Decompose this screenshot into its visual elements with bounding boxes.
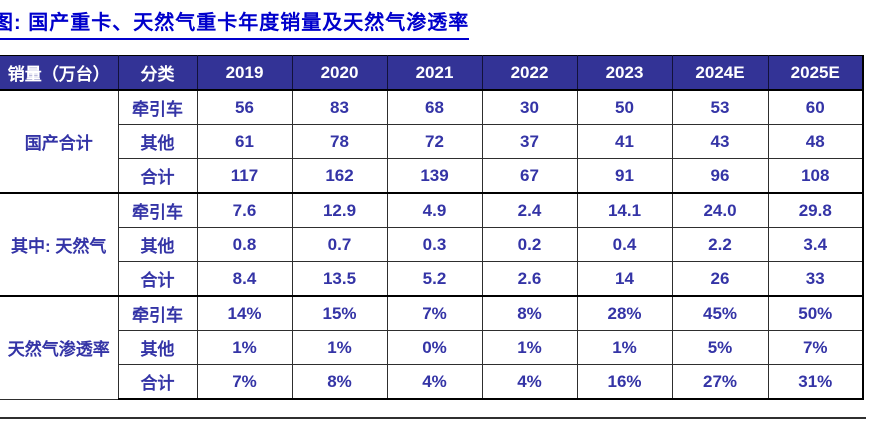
value-cell: 0% — [386, 330, 483, 365]
value-cell: 31% — [767, 364, 864, 400]
table-row: 其他 61 78 72 37 41 43 48 — [0, 124, 864, 159]
value-cell: 72 — [386, 124, 483, 159]
table-row: 其中: 天然气 牵引车 7.6 12.9 4.9 2.4 14.1 24.0 2… — [0, 192, 864, 297]
value-cell: 68 — [386, 89, 483, 125]
table-row: 合计 117 162 139 67 91 96 108 — [0, 158, 864, 194]
value-cell: 4% — [386, 364, 483, 400]
value-cell: 0.2 — [481, 227, 578, 262]
value-cell: 1% — [291, 330, 388, 365]
value-cell: 8.4 — [196, 261, 293, 297]
category-cell: 牵引车 — [117, 295, 198, 331]
table-row: 天然气渗透率 牵引车 14% 15% 7% 8% 28% 45% 50% — [0, 295, 864, 400]
value-cell: 50 — [576, 89, 673, 125]
col-header-2024e: 2024E — [671, 55, 769, 91]
value-cell: 162 — [291, 158, 388, 194]
value-cell: 78 — [291, 124, 388, 159]
category-cell: 其他 — [118, 227, 198, 262]
value-cell: 26 — [671, 261, 769, 297]
category-cell: 其他 — [118, 124, 198, 159]
value-cell: 0.3 — [386, 227, 483, 262]
value-cell: 28% — [576, 295, 673, 331]
value-cell: 7% — [386, 295, 483, 331]
value-cell: 14.1 — [576, 192, 673, 228]
col-header-2021: 2021 — [386, 55, 483, 91]
value-cell: 33 — [767, 261, 864, 297]
value-cell: 43 — [671, 124, 769, 159]
value-cell: 8% — [291, 364, 388, 400]
value-cell: 4% — [481, 364, 578, 400]
bottom-divider — [0, 417, 866, 419]
value-cell: 3.4 — [767, 227, 864, 262]
value-cell: 0.7 — [291, 227, 388, 262]
col-header-2019: 2019 — [196, 55, 293, 91]
category-cell: 牵引车 — [117, 192, 198, 228]
value-cell: 60 — [767, 89, 864, 125]
table-header-row: 销量（万台） 分类 2019 2020 2021 2022 2023 2024E… — [0, 55, 864, 91]
value-cell: 27% — [671, 364, 769, 400]
row-group-label-penetration: 天然气渗透率 — [0, 295, 119, 400]
value-cell: 7.6 — [196, 192, 293, 228]
value-cell: 67 — [481, 158, 578, 194]
value-cell: 37 — [481, 124, 578, 159]
value-cell: 14 — [576, 261, 673, 297]
value-cell: 1% — [481, 330, 578, 365]
value-cell: 7% — [767, 330, 864, 365]
value-cell: 5.2 — [386, 261, 483, 297]
value-cell: 14% — [196, 295, 293, 331]
value-cell: 30 — [481, 89, 578, 125]
value-cell: 108 — [767, 158, 864, 194]
col-header-2023: 2023 — [576, 55, 673, 91]
value-cell: 0.8 — [196, 227, 293, 262]
value-cell: 16% — [576, 364, 673, 400]
table-row: 合计 8.4 13.5 5.2 2.6 14 26 33 — [0, 261, 864, 297]
value-cell: 83 — [291, 89, 388, 125]
category-cell: 合计 — [118, 364, 198, 400]
value-cell: 2.6 — [481, 261, 578, 297]
value-cell: 1% — [576, 330, 673, 365]
value-cell: 7% — [196, 364, 293, 400]
value-cell: 91 — [576, 158, 673, 194]
value-cell: 139 — [386, 158, 483, 194]
table-row: 国产合计 牵引车 56 83 68 30 50 53 60 — [0, 89, 864, 194]
category-cell: 其他 — [118, 330, 198, 365]
table-row: 其他 1% 1% 0% 1% 1% 5% 7% — [0, 330, 864, 365]
value-cell: 5% — [671, 330, 769, 365]
value-cell: 61 — [196, 124, 293, 159]
value-cell: 29.8 — [767, 192, 864, 228]
value-cell: 24.0 — [671, 192, 769, 228]
figure-title: 图: 国产重卡、天然气重卡年度销量及天然气渗透率 — [0, 6, 470, 40]
value-cell: 117 — [196, 158, 293, 194]
table-row: 其他 0.8 0.7 0.3 0.2 0.4 2.2 3.4 — [0, 227, 864, 262]
value-cell: 2.2 — [671, 227, 769, 262]
value-cell: 96 — [671, 158, 769, 194]
value-cell: 56 — [196, 89, 293, 125]
col-header-2022: 2022 — [481, 55, 578, 91]
value-cell: 45% — [671, 295, 769, 331]
value-cell: 4.9 — [386, 192, 483, 228]
value-cell: 8% — [481, 295, 578, 331]
value-cell: 0.4 — [576, 227, 673, 262]
value-cell: 2.4 — [481, 192, 578, 228]
col-header-category: 分类 — [117, 55, 198, 91]
table-row: 合计 7% 8% 4% 4% 16% 27% 31% — [0, 364, 864, 400]
value-cell: 41 — [576, 124, 673, 159]
row-group-label-natural-gas: 其中: 天然气 — [0, 192, 119, 297]
col-header-2025e: 2025E — [767, 55, 864, 91]
value-cell: 13.5 — [291, 261, 388, 297]
category-cell: 合计 — [118, 261, 198, 297]
value-cell: 15% — [291, 295, 388, 331]
category-cell: 合计 — [118, 158, 198, 194]
col-header-unit: 销量（万台） — [0, 55, 119, 91]
value-cell: 48 — [767, 124, 864, 159]
value-cell: 50% — [767, 295, 864, 331]
value-cell: 53 — [671, 89, 769, 125]
col-header-2020: 2020 — [291, 55, 388, 91]
sales-table: 销量（万台） 分类 2019 2020 2021 2022 2023 2024E… — [0, 55, 864, 400]
category-cell: 牵引车 — [117, 89, 198, 125]
value-cell: 1% — [196, 330, 293, 365]
value-cell: 12.9 — [291, 192, 388, 228]
row-group-label-domestic-total: 国产合计 — [0, 89, 119, 194]
